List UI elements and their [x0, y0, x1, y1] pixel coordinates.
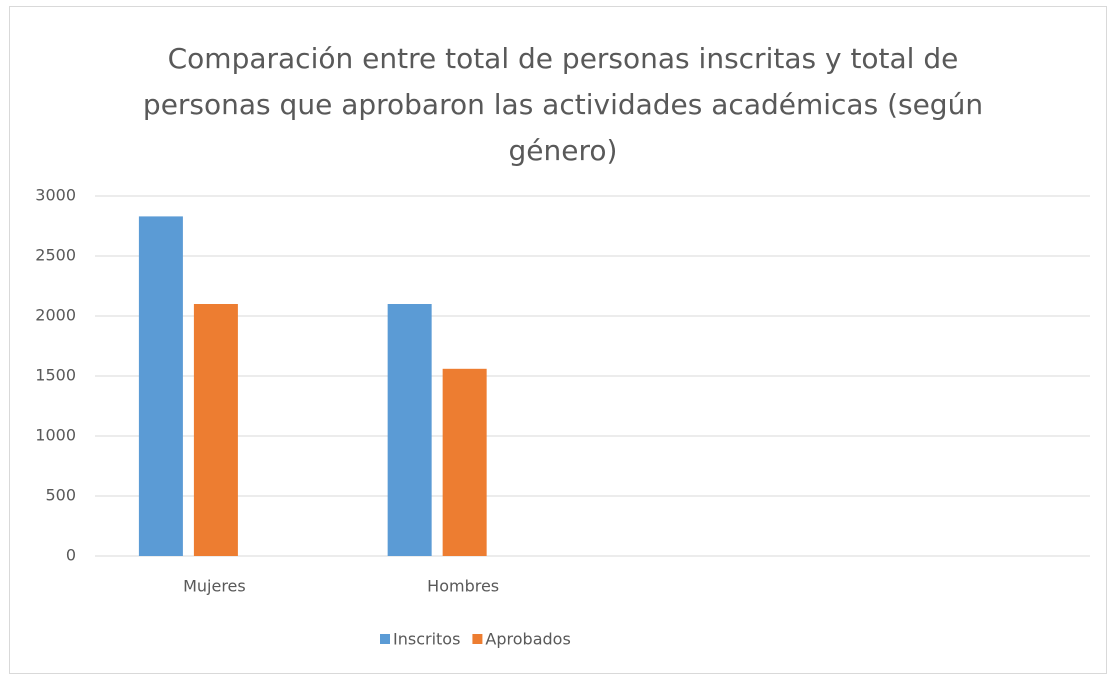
x-tick-label: Hombres: [427, 577, 499, 596]
y-tick-label: 2500: [35, 246, 76, 265]
chart-border: [9, 6, 1107, 674]
bar: [387, 304, 432, 556]
chart-title: Comparación entre total de personas insc…: [142, 42, 984, 167]
y-tick-label: 0: [66, 546, 76, 565]
x-tick-label: Mujeres: [183, 577, 246, 596]
bar: [193, 304, 238, 556]
y-tick-label: 500: [45, 486, 76, 505]
bar: [138, 216, 183, 556]
legend-label: Inscritos: [393, 630, 460, 649]
y-tick-label: 3000: [35, 186, 76, 205]
bar: [442, 368, 487, 556]
y-tick-label: 1000: [35, 426, 76, 445]
legend-swatch: [380, 634, 390, 644]
legend-swatch: [472, 634, 483, 644]
y-tick-label: 2000: [35, 306, 76, 325]
legend-label: Aprobados: [485, 630, 570, 649]
y-tick-label: 1500: [35, 366, 76, 385]
